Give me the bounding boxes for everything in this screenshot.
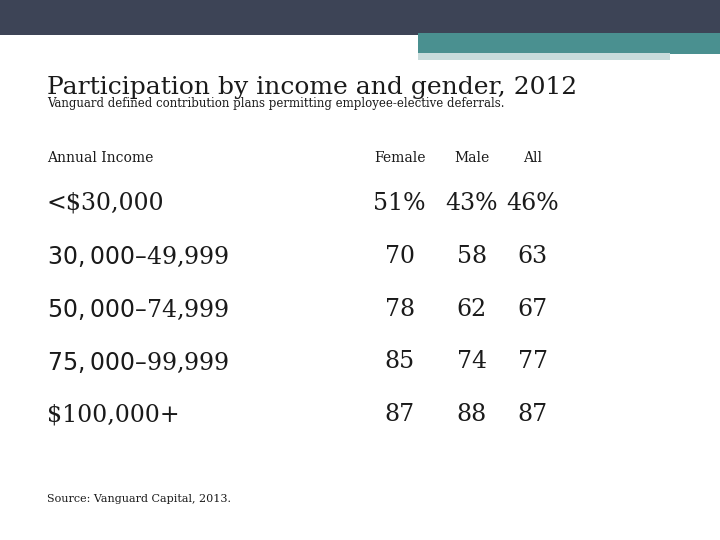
- Text: 67: 67: [518, 298, 548, 321]
- Text: 62: 62: [456, 298, 487, 321]
- Text: Vanguard defined contribution plans permitting employee-elective deferrals.: Vanguard defined contribution plans perm…: [47, 97, 504, 110]
- Text: 58: 58: [456, 245, 487, 268]
- Text: All: All: [523, 151, 542, 165]
- Text: 88: 88: [456, 403, 487, 427]
- Bar: [418, 53, 670, 60]
- Text: 74: 74: [456, 350, 487, 374]
- Text: 70: 70: [384, 245, 415, 268]
- Text: $100,000+: $100,000+: [47, 403, 179, 427]
- Text: 87: 87: [518, 403, 548, 427]
- Text: Male: Male: [454, 151, 489, 165]
- Text: 78: 78: [384, 298, 415, 321]
- Bar: [418, 33, 720, 54]
- Text: 46%: 46%: [506, 192, 559, 215]
- Text: Participation by income and gender, 2012: Participation by income and gender, 2012: [47, 76, 577, 99]
- Text: 51%: 51%: [374, 192, 426, 215]
- Text: 85: 85: [384, 350, 415, 374]
- Text: $30,000–$49,999: $30,000–$49,999: [47, 245, 229, 269]
- Text: 63: 63: [518, 245, 548, 268]
- Text: <$30,000: <$30,000: [47, 192, 164, 215]
- Text: 77: 77: [518, 350, 548, 374]
- Text: 87: 87: [384, 403, 415, 427]
- Text: $50,000–$74,999: $50,000–$74,999: [47, 298, 229, 322]
- Bar: [0, 0, 720, 35]
- Text: Source: Vanguard Capital, 2013.: Source: Vanguard Capital, 2013.: [47, 494, 231, 504]
- Text: Annual Income: Annual Income: [47, 151, 153, 165]
- Text: 43%: 43%: [446, 192, 498, 215]
- Text: Female: Female: [374, 151, 426, 165]
- Text: $75,000–$99,999: $75,000–$99,999: [47, 350, 229, 375]
